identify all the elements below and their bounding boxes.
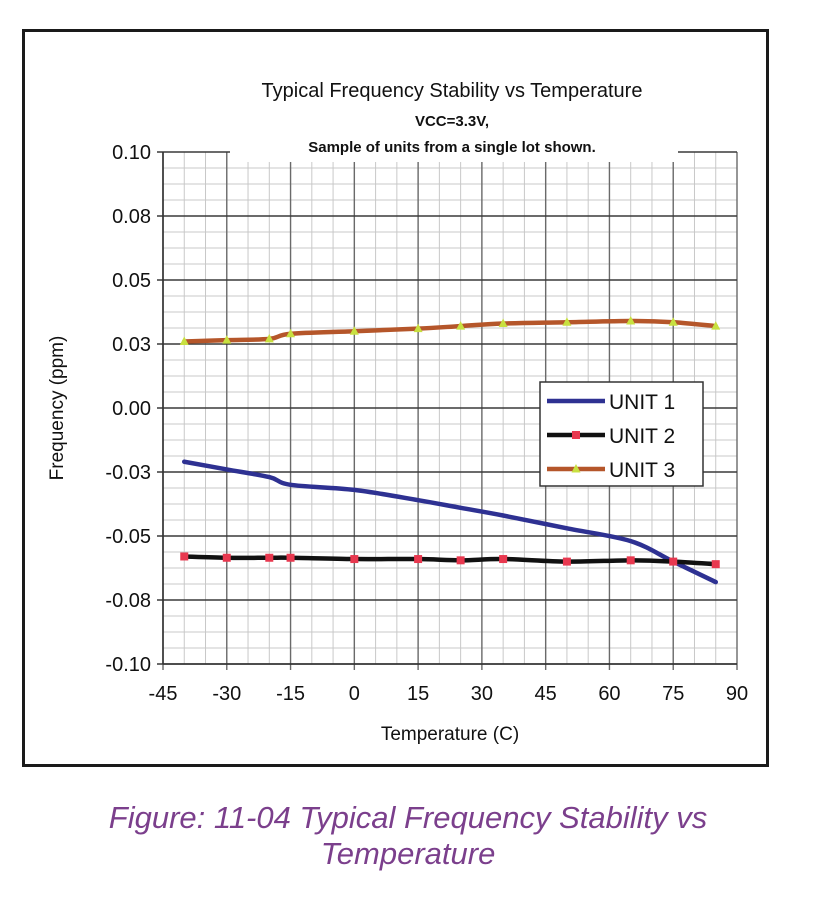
data-point bbox=[414, 555, 423, 564]
data-point bbox=[562, 317, 572, 326]
legend-label: UNIT 2 bbox=[609, 425, 675, 448]
data-point bbox=[349, 326, 359, 335]
frequency-stability-chart: Typical Frequency Stability vs Temperatu… bbox=[47, 70, 749, 745]
x-tick-label: -30 bbox=[212, 683, 241, 705]
data-point bbox=[564, 526, 569, 531]
y-tick-label: 0.03 bbox=[112, 334, 151, 356]
x-tick-label: 75 bbox=[662, 683, 684, 705]
x-tick-label: 30 bbox=[471, 683, 493, 705]
data-point bbox=[222, 553, 231, 562]
data-point bbox=[669, 557, 678, 566]
data-point bbox=[711, 321, 721, 330]
data-point bbox=[711, 560, 720, 569]
figure-caption-line-1: Figure: 11-04 Typical Frequency Stabilit… bbox=[108, 800, 708, 835]
data-point bbox=[713, 580, 718, 585]
data-point bbox=[350, 555, 359, 564]
chart-frame: Typical Frequency Stability vs Temperatu… bbox=[22, 29, 769, 767]
title-backdrop bbox=[230, 70, 678, 162]
data-point bbox=[182, 459, 187, 464]
series-unit-1 bbox=[182, 459, 718, 585]
data-point bbox=[286, 553, 295, 562]
x-tick-label: 60 bbox=[598, 683, 620, 705]
y-tick-label: -0.10 bbox=[105, 654, 151, 676]
y-tick-label: -0.05 bbox=[105, 526, 151, 548]
x-tick-label: -15 bbox=[276, 683, 305, 705]
figure-caption: Figure: 11-04 Typical Frequency Stabilit… bbox=[0, 800, 816, 872]
legend-label: UNIT 1 bbox=[609, 391, 675, 414]
data-point bbox=[668, 317, 678, 326]
y-axis-label: Frequency (ppm) bbox=[47, 336, 68, 481]
data-point bbox=[413, 323, 423, 333]
data-point bbox=[288, 482, 293, 487]
data-point bbox=[179, 336, 189, 345]
legend-marker bbox=[571, 464, 581, 473]
chart-subtitle-vcc: VCC=3.3V, bbox=[415, 113, 489, 130]
x-tick-label: 45 bbox=[535, 683, 557, 705]
data-point bbox=[501, 513, 506, 518]
y-tick-label: 0.05 bbox=[112, 270, 151, 292]
y-tick-label: -0.03 bbox=[105, 462, 151, 484]
data-point bbox=[626, 556, 635, 565]
legend: UNIT 1 UNIT 2 UNIT 3 bbox=[539, 381, 704, 487]
chart-subtitle-sample: Sample of units from a single lot shown. bbox=[308, 139, 596, 156]
data-point bbox=[458, 505, 463, 510]
y-tick-label: 0.10 bbox=[112, 142, 151, 164]
y-tick-label: 0.00 bbox=[112, 398, 151, 420]
data-point bbox=[498, 318, 508, 328]
data-point bbox=[562, 557, 571, 566]
data-point bbox=[264, 333, 274, 343]
data-point bbox=[352, 487, 357, 492]
x-axis-tick-labels: -45 -30 -15 0 15 30 45 60 75 90 bbox=[149, 683, 749, 705]
y-tick-label: -0.08 bbox=[105, 590, 151, 612]
data-point bbox=[416, 498, 421, 503]
data-point bbox=[628, 539, 633, 544]
series-line bbox=[182, 554, 718, 567]
series-line bbox=[182, 318, 718, 344]
data-point bbox=[265, 553, 274, 562]
data-point bbox=[499, 555, 508, 564]
x-tick-label: 0 bbox=[349, 683, 360, 705]
data-point bbox=[456, 556, 465, 565]
chart-titles: Typical Frequency Stability vs Temperatu… bbox=[262, 80, 643, 156]
chart-title: Typical Frequency Stability vs Temperatu… bbox=[262, 80, 643, 102]
data-point bbox=[286, 328, 296, 338]
figure-caption-line-2: Temperature bbox=[320, 836, 496, 871]
x-tick-label: 90 bbox=[726, 683, 748, 705]
series-unit-3 bbox=[179, 315, 721, 345]
data-point bbox=[267, 475, 272, 480]
data-point bbox=[224, 467, 229, 472]
series-unit-2 bbox=[180, 552, 720, 569]
x-tick-label: 15 bbox=[407, 683, 429, 705]
y-axis-tick-labels: 0.10 0.08 0.05 0.03 0.00 -0.03 -0.05 -0.08 -0.10 bbox=[105, 142, 151, 676]
data-point bbox=[180, 552, 189, 561]
legend-label: UNIT 3 bbox=[609, 459, 675, 482]
data-point bbox=[222, 335, 232, 344]
y-tick-label: 0.08 bbox=[112, 206, 151, 228]
series-lines bbox=[179, 315, 721, 585]
data-point bbox=[456, 321, 466, 330]
data-point bbox=[626, 315, 636, 325]
legend-marker bbox=[572, 431, 580, 439]
x-axis-label: Temperature (C) bbox=[381, 724, 519, 745]
x-tick-label: -45 bbox=[149, 683, 178, 705]
